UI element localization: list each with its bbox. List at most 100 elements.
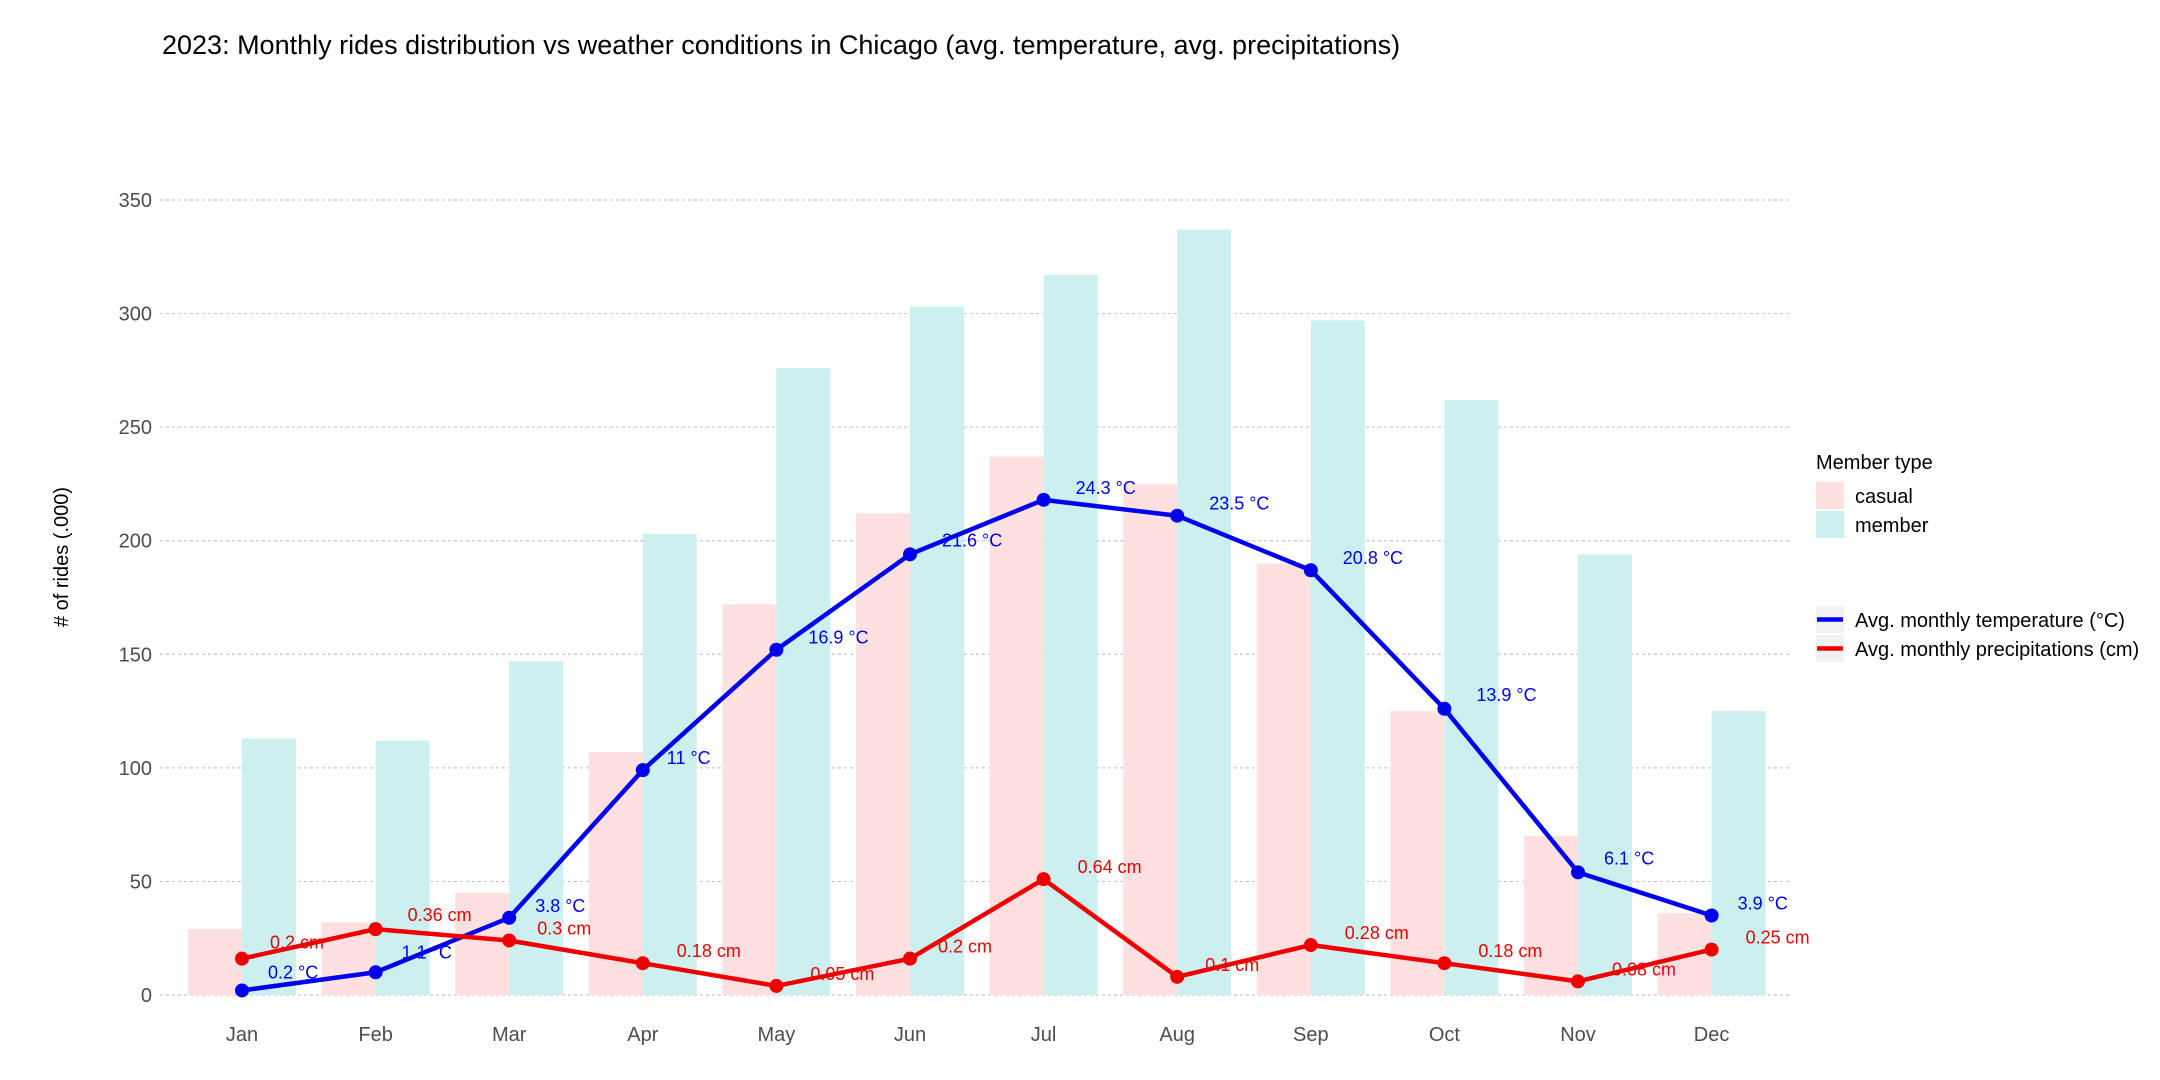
x-tick-label: Feb (358, 1024, 392, 1046)
precipitation-label: 0.64 cm (1078, 857, 1142, 877)
y-tick-label: 250 (119, 417, 152, 439)
temperature-point (1437, 701, 1452, 716)
precipitation-label: 0.1 cm (1205, 955, 1259, 975)
legend-title: Member type (1816, 452, 1933, 474)
bar-member (1310, 320, 1365, 995)
y-tick-label: 100 (119, 758, 152, 780)
x-tick-label: Jan (226, 1024, 258, 1046)
legend-swatch-casual (1816, 482, 1844, 509)
temperature-point (235, 983, 249, 998)
y-tick-label: 50 (130, 871, 152, 893)
precipitation-label: 0.18 cm (677, 941, 741, 961)
lines-layer (235, 492, 1719, 998)
x-tick-label: Dec (1694, 1024, 1730, 1046)
precipitation-point (502, 933, 517, 948)
temperature-label: 6.1 °C (1604, 848, 1654, 868)
bar-casual (188, 929, 242, 995)
precipitation-label: 0.25 cm (1746, 928, 1810, 948)
grid-layer (160, 199, 1790, 996)
x-tick-label: Oct (1429, 1024, 1461, 1046)
precipitation-point (1170, 969, 1185, 984)
precipitation-point (1437, 956, 1452, 971)
bar-member (509, 661, 564, 995)
precipitation-point (1036, 872, 1051, 887)
temperature-point (1170, 508, 1185, 523)
x-tick-label: Sep (1293, 1024, 1329, 1046)
bar-casual (1390, 711, 1445, 995)
bar-casual (722, 604, 777, 995)
temperature-label: 3.9 °C (1738, 894, 1788, 914)
legend-label-line: Avg. monthly precipitations (cm) (1855, 639, 2139, 661)
temperature-label: 24.3 °C (1076, 478, 1136, 498)
legend: Member type casual member Avg. monthly temp… (1816, 452, 2139, 662)
bar-member (1711, 711, 1766, 995)
x-tick-label: Jun (894, 1024, 926, 1046)
legend-swatch-member (1816, 511, 1844, 538)
precipitation-label: 0.08 cm (1612, 959, 1676, 979)
temperature-label: 3.8 °C (535, 896, 585, 916)
x-tick-label: Aug (1159, 1024, 1195, 1046)
chart-title: 2023: Monthly rides distribution vs weat… (162, 30, 1401, 60)
y-axis-title: # of rides (.000) (51, 487, 73, 627)
precipitation-point (1303, 938, 1318, 953)
bar-member (1444, 399, 1499, 995)
bar-member (1578, 554, 1632, 995)
y-tick-label: 150 (119, 644, 152, 666)
x-tick-label: May (758, 1024, 796, 1046)
temperature-point (769, 642, 784, 657)
bar-casual (1256, 563, 1311, 995)
precipitation-point (235, 951, 249, 966)
y-tick-label: 300 (119, 304, 152, 326)
temperature-label: 21.6 °C (942, 530, 1002, 550)
axis-layer: 0 50 100 150 200 250 300 350 Jan Feb Mar Apr May Jun J… (119, 190, 1730, 1046)
bar-member (1043, 274, 1098, 995)
precipitation-point (635, 956, 650, 971)
temperature-point (368, 965, 383, 980)
temperature-label: 0.2 °C (268, 962, 318, 982)
precipitation-line (241, 876, 1713, 989)
y-tick-label: 350 (119, 190, 152, 212)
temperature-point (1704, 908, 1719, 923)
temperature-point (635, 763, 650, 778)
precipitation-label: 0.3 cm (537, 918, 591, 938)
temperature-label: 16.9 °C (808, 628, 868, 648)
precipitation-point (903, 951, 917, 966)
temperature-point (1303, 563, 1318, 578)
legend-label-member: member (1855, 515, 1929, 537)
precipitation-label: 0.05 cm (810, 964, 874, 984)
temperature-point (1036, 492, 1051, 507)
temperature-label: 11 °C (667, 748, 711, 768)
bar-casual (1123, 483, 1178, 995)
temperature-label: 1.1 °C (402, 942, 452, 962)
precipitation-label: 0.28 cm (1345, 923, 1409, 943)
bar-casual (856, 513, 910, 995)
bar-casual (455, 892, 510, 995)
precipitation-point (1571, 974, 1585, 989)
precipitation-point (769, 978, 784, 993)
precipitation-point (1704, 942, 1719, 957)
x-tick-label: Apr (627, 1024, 658, 1046)
x-tick-label: Mar (492, 1024, 527, 1046)
x-tick-label: Jul (1031, 1024, 1057, 1046)
temperature-point (903, 547, 917, 562)
precipitation-label: 0.2 cm (938, 937, 992, 957)
temperature-label: 13.9 °C (1476, 685, 1536, 705)
temperature-point (1571, 865, 1585, 880)
y-tick-label: 0 (141, 985, 152, 1007)
labels-layer: 0.2 °C 1.1 °C 3.8 °C 11 °C 16.9 °C 21.6 °C 24.… (268, 478, 1810, 984)
y-tick-label: 200 (119, 531, 152, 553)
temperature-point (502, 910, 517, 925)
precipitation-label: 0.2 cm (270, 933, 324, 953)
precipitation-label: 0.18 cm (1478, 941, 1542, 961)
bar-member (776, 368, 831, 996)
legend-label-line: Avg. monthly temperature (°C) (1855, 610, 2125, 632)
bar-member (910, 306, 964, 995)
precipitation-point (368, 922, 383, 937)
bar-member (1177, 229, 1232, 995)
bars-layer (188, 229, 1766, 996)
temperature-line (241, 497, 1713, 993)
legend-label-casual: casual (1855, 486, 1913, 508)
precipitation-label: 0.36 cm (408, 905, 472, 925)
x-tick-label: Nov (1560, 1024, 1596, 1046)
